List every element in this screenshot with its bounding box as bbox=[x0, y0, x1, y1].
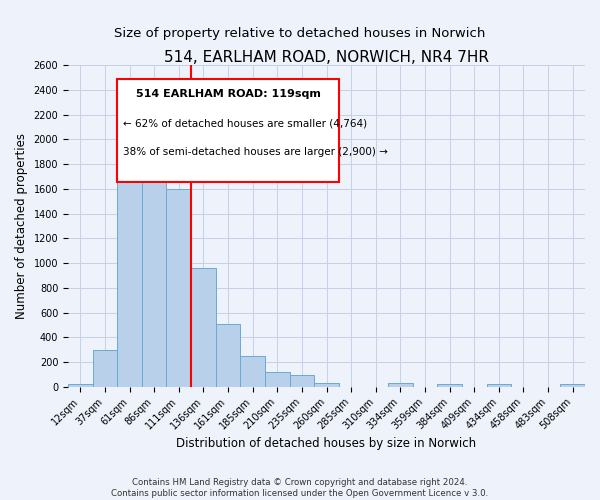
Title: 514, EARLHAM ROAD, NORWICH, NR4 7HR: 514, EARLHAM ROAD, NORWICH, NR4 7HR bbox=[164, 50, 489, 65]
Text: ← 62% of detached houses are smaller (4,764): ← 62% of detached houses are smaller (4,… bbox=[124, 118, 367, 128]
Bar bbox=[560, 384, 585, 387]
Bar bbox=[191, 268, 216, 387]
Bar bbox=[487, 384, 511, 387]
Bar bbox=[68, 384, 92, 387]
Bar bbox=[241, 356, 265, 387]
X-axis label: Distribution of detached houses by size in Norwich: Distribution of detached houses by size … bbox=[176, 437, 476, 450]
Bar bbox=[437, 384, 462, 387]
Text: Contains HM Land Registry data © Crown copyright and database right 2024.
Contai: Contains HM Land Registry data © Crown c… bbox=[112, 478, 488, 498]
Bar bbox=[92, 350, 117, 387]
Bar bbox=[166, 189, 191, 387]
Bar bbox=[117, 180, 142, 387]
Text: Size of property relative to detached houses in Norwich: Size of property relative to detached ho… bbox=[115, 28, 485, 40]
Bar bbox=[216, 324, 241, 387]
Text: 38% of semi-detached houses are larger (2,900) →: 38% of semi-detached houses are larger (… bbox=[124, 147, 388, 157]
Bar bbox=[314, 383, 339, 387]
Text: 514 EARLHAM ROAD: 119sqm: 514 EARLHAM ROAD: 119sqm bbox=[136, 89, 321, 99]
Bar bbox=[265, 372, 290, 387]
Y-axis label: Number of detached properties: Number of detached properties bbox=[15, 133, 28, 319]
Bar bbox=[290, 375, 314, 387]
Bar bbox=[388, 383, 413, 387]
FancyBboxPatch shape bbox=[117, 80, 340, 182]
Bar bbox=[142, 123, 166, 387]
